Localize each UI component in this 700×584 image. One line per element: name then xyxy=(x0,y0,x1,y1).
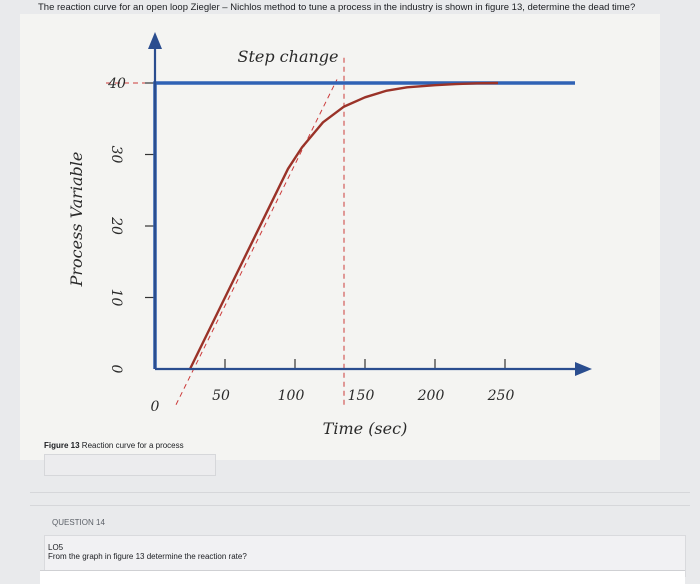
y-tick-label: 20 xyxy=(108,216,124,235)
question-heading: QUESTION 14 xyxy=(52,518,105,527)
x-axis-title: Time (sec) xyxy=(323,419,408,438)
divider xyxy=(30,505,690,506)
y-tick-label: 0 xyxy=(108,365,124,374)
figure-caption: Figure 13 Reaction curve for a process xyxy=(44,441,184,450)
figure-caption-text: Reaction curve for a process xyxy=(79,441,184,450)
answer-input[interactable] xyxy=(40,570,685,584)
learning-outcome-code: LO5 xyxy=(48,543,64,552)
y-tick-label: 10 xyxy=(108,289,124,307)
tangent-guide-line xyxy=(175,79,338,405)
y-tick-label: 30 xyxy=(108,146,124,164)
response-curve xyxy=(188,81,499,370)
x-axis-arrowhead xyxy=(575,362,592,376)
question-text: The reaction curve for an open loop Zieg… xyxy=(38,2,636,13)
question-prompt: From the graph in figure 13 determine th… xyxy=(48,552,247,561)
y-axis-title: Process Variable xyxy=(67,152,86,288)
figure-photo: 0 50 100 150 200 250 0 10 20 30 40 Process Variable… xyxy=(20,14,660,460)
step-change-line xyxy=(153,81,575,369)
x-tick-label: 0 xyxy=(151,399,160,415)
figure-number: Figure 13 xyxy=(44,441,80,450)
reaction-curve-chart: 0 50 100 150 200 250 0 10 20 30 40 Process Variable… xyxy=(67,32,592,438)
y-tick-label: 40 xyxy=(107,76,126,92)
x-tick-label: 200 xyxy=(417,388,445,404)
divider xyxy=(30,492,690,493)
step-change-annotation: Step change xyxy=(237,47,338,66)
x-tick-label: 150 xyxy=(348,388,375,404)
answer-field[interactable] xyxy=(44,454,216,476)
y-axis-arrowhead xyxy=(148,32,162,49)
x-tick-label: 250 xyxy=(487,388,515,404)
x-tick-label: 50 xyxy=(212,388,230,404)
x-tick-label: 100 xyxy=(278,388,305,404)
